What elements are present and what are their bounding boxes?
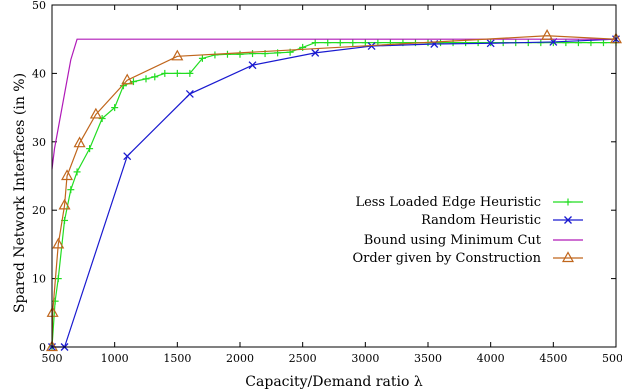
y-tick-label: 30 [32,136,46,149]
series-1 [48,35,620,351]
series-0-point [67,186,75,194]
series-0-point [249,50,257,58]
x-axis-title: Capacity/Demand ratio λ [245,374,423,390]
series-3-point [61,169,74,181]
series-1-point [123,152,132,161]
series-0-point [311,39,319,47]
series-layer [45,29,622,352]
y-tick-label: 10 [32,273,46,286]
series-0-point [173,69,181,77]
series-0-point [361,39,369,47]
series-0-point [349,39,357,47]
plot-frame [51,4,617,348]
series-0-point [186,69,194,77]
legend-label-3: Order given by Construction [352,251,541,266]
x-tick-label: 4000 [477,352,505,365]
y-axis-title-group: Spared Network Interfaces (in %) [12,73,28,313]
series-2-line [51,38,616,170]
series-1-point-b [486,39,495,48]
series-3-line [51,35,617,348]
legend-marker-0 [564,198,572,206]
series-0-point [474,39,482,47]
series-0-point [198,54,206,62]
series-3-point [73,136,86,148]
series-0-point [86,145,94,153]
series-0-point [111,104,119,112]
x-tick-label: 1500 [163,352,191,365]
legend-label-0: Less Loaded Edge Heuristic [355,195,541,210]
series-3-point [121,73,134,85]
legend-marker-1 [564,216,572,224]
series-1-point-b [185,89,194,98]
series-1-point [248,61,257,70]
series-3-point [52,237,65,249]
series-0-point [562,39,570,47]
series-0-point [98,115,106,123]
series-1-point-b [123,152,132,161]
series-0-point [73,168,81,176]
series-3-point [58,198,71,210]
legend-marker-1-b [564,216,572,224]
y-axis-title: Spared Network Interfaces (in %) [12,73,28,313]
series-1-point [311,48,320,57]
series-0-point [151,73,159,81]
series-3-point [541,29,554,40]
y-tick-label: 20 [32,204,46,217]
series-3-point [89,107,102,119]
series-0-point [236,50,244,58]
x-tick-label: 3000 [351,352,379,365]
series-1-point-b [248,61,257,70]
x-tick-label: 3500 [414,352,442,365]
series-1-point-b [311,48,320,57]
series-0-point [449,39,457,47]
series-1-line [52,38,617,348]
series-0-point [324,39,332,47]
y-tick-label: 0 [39,341,46,354]
series-2 [51,38,616,170]
series-0-point [437,39,445,47]
series-0-point [161,69,169,77]
legend-label-2: Bound using Minimum Cut [364,233,542,248]
legend: Less Loaded Edge Heuristic Random Heurist… [352,195,583,266]
series-3-point [171,49,184,61]
series-0-point [336,39,344,47]
legend-marker-3 [561,251,575,263]
series-0-point [51,297,59,305]
series-3-point [46,306,59,317]
x-tick-label: 2000 [226,352,254,365]
y-tick-label: 40 [32,67,46,80]
series-3-point [45,340,59,352]
x-tick-label: 2500 [289,352,317,365]
x-tick-label: 500 [42,352,63,365]
series-1-point [486,39,495,48]
legend-label-1: Random Heuristic [421,213,541,228]
x-tick-label: 1000 [101,352,129,365]
series-1-point [185,89,194,98]
y-tick-label: 50 [32,0,46,12]
series-0-point [142,75,150,83]
x-tick-label: 4500 [539,352,567,365]
